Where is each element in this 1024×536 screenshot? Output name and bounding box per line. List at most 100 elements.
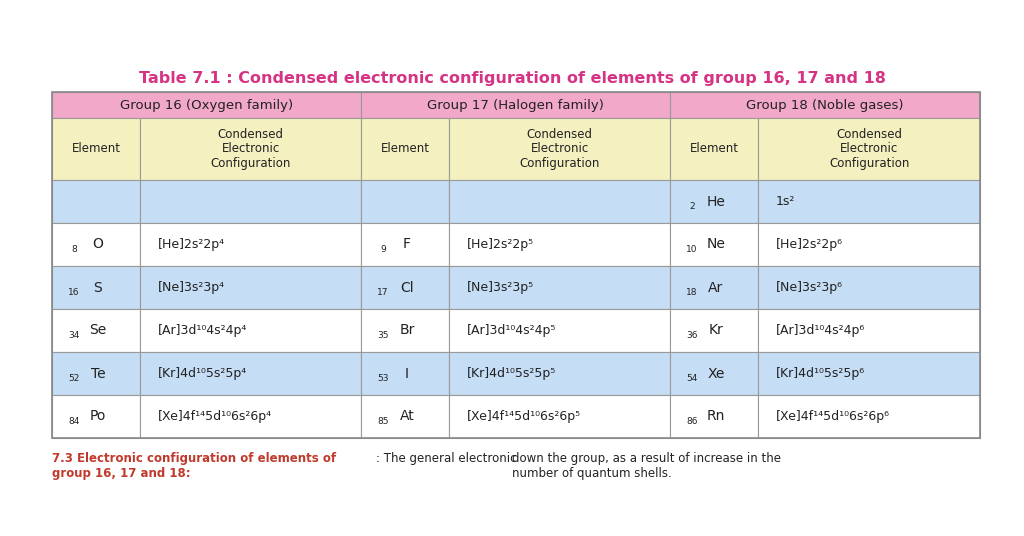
- Text: Group 16 (Oxygen family): Group 16 (Oxygen family): [120, 99, 293, 111]
- Text: 8: 8: [71, 245, 77, 254]
- Text: down the group, as a result of increase in the
number of quantum shells.: down the group, as a result of increase …: [512, 452, 781, 480]
- Bar: [450, 223, 670, 266]
- Text: Xe: Xe: [708, 367, 725, 381]
- Bar: [140, 118, 361, 180]
- Text: 16: 16: [69, 288, 80, 297]
- Bar: [450, 118, 670, 180]
- Text: 2: 2: [689, 202, 695, 211]
- Bar: [140, 266, 361, 309]
- Text: 1s²: 1s²: [776, 195, 796, 208]
- Text: Ne: Ne: [707, 237, 725, 251]
- Bar: [52, 352, 140, 395]
- Bar: [361, 92, 670, 118]
- Bar: [52, 92, 980, 438]
- Text: [Xe]4f¹⁴5d¹⁰6s²6p⁵: [Xe]4f¹⁴5d¹⁰6s²6p⁵: [467, 410, 581, 423]
- Text: 86: 86: [686, 417, 697, 426]
- Bar: [670, 266, 758, 309]
- Bar: [361, 180, 450, 223]
- Bar: [670, 118, 758, 180]
- Text: Po: Po: [90, 410, 106, 423]
- Bar: [450, 395, 670, 438]
- Bar: [52, 118, 140, 180]
- Bar: [52, 395, 140, 438]
- Text: Group 18 (Noble gases): Group 18 (Noble gases): [746, 99, 904, 111]
- Text: [He]2s²2p⁵: [He]2s²2p⁵: [467, 238, 534, 251]
- Text: 84: 84: [69, 417, 80, 426]
- Text: 10: 10: [686, 245, 697, 254]
- Text: 36: 36: [686, 331, 697, 340]
- Text: 7.3 Electronic configuration of elements of
group 16, 17 and 18:: 7.3 Electronic configuration of elements…: [52, 452, 336, 480]
- Text: Cl: Cl: [400, 280, 414, 294]
- Text: 53: 53: [377, 374, 389, 383]
- Text: 85: 85: [377, 417, 389, 426]
- Text: Rn: Rn: [707, 410, 725, 423]
- Text: Element: Element: [72, 143, 121, 155]
- Bar: [52, 309, 140, 352]
- Text: Condensed
Electronic
Configuration: Condensed Electronic Configuration: [210, 128, 291, 170]
- Bar: [450, 266, 670, 309]
- Text: Se: Se: [89, 324, 106, 338]
- Text: Br: Br: [399, 324, 415, 338]
- Bar: [758, 266, 980, 309]
- Text: 34: 34: [69, 331, 80, 340]
- Bar: [670, 309, 758, 352]
- Bar: [758, 395, 980, 438]
- Text: Element: Element: [381, 143, 430, 155]
- Text: 54: 54: [686, 374, 697, 383]
- Text: O: O: [92, 237, 103, 251]
- Text: [Ar]3d¹⁰4s²4p⁶: [Ar]3d¹⁰4s²4p⁶: [776, 324, 865, 337]
- Bar: [361, 223, 450, 266]
- Bar: [758, 118, 980, 180]
- Text: Condensed
Electronic
Configuration: Condensed Electronic Configuration: [519, 128, 600, 170]
- Text: [Ar]3d¹⁰4s²4p⁵: [Ar]3d¹⁰4s²4p⁵: [467, 324, 556, 337]
- Text: Group 17 (Halogen family): Group 17 (Halogen family): [427, 99, 604, 111]
- Text: Kr: Kr: [709, 324, 723, 338]
- Bar: [450, 352, 670, 395]
- Bar: [140, 223, 361, 266]
- Text: [Ne]3s²3p⁴: [Ne]3s²3p⁴: [158, 281, 225, 294]
- Text: Ar: Ar: [709, 280, 724, 294]
- Bar: [758, 223, 980, 266]
- Text: [Kr]4d¹⁰5s²5p⁶: [Kr]4d¹⁰5s²5p⁶: [776, 367, 865, 380]
- Bar: [361, 309, 450, 352]
- Bar: [52, 266, 140, 309]
- Bar: [450, 309, 670, 352]
- Bar: [361, 118, 450, 180]
- Bar: [758, 180, 980, 223]
- Text: 9: 9: [380, 245, 386, 254]
- Text: [Xe]4f¹⁴5d¹⁰6s²6p⁶: [Xe]4f¹⁴5d¹⁰6s²6p⁶: [776, 410, 890, 423]
- Bar: [140, 395, 361, 438]
- Bar: [670, 180, 758, 223]
- Bar: [52, 180, 140, 223]
- Text: [Ar]3d¹⁰4s²4p⁴: [Ar]3d¹⁰4s²4p⁴: [158, 324, 247, 337]
- Bar: [361, 352, 450, 395]
- Text: [Xe]4f¹⁴5d¹⁰6s²6p⁴: [Xe]4f¹⁴5d¹⁰6s²6p⁴: [158, 410, 272, 423]
- Bar: [361, 395, 450, 438]
- Bar: [361, 266, 450, 309]
- Text: I: I: [404, 367, 409, 381]
- Bar: [140, 352, 361, 395]
- Bar: [670, 223, 758, 266]
- Bar: [140, 309, 361, 352]
- Text: F: F: [402, 237, 411, 251]
- Bar: [670, 395, 758, 438]
- Bar: [758, 352, 980, 395]
- Text: : The general electronic: : The general electronic: [376, 452, 516, 465]
- Text: [He]2s²2p⁶: [He]2s²2p⁶: [776, 238, 843, 251]
- Text: Element: Element: [689, 143, 738, 155]
- Text: S: S: [93, 280, 102, 294]
- Bar: [670, 92, 980, 118]
- Bar: [450, 180, 670, 223]
- Bar: [670, 352, 758, 395]
- Text: [Ne]3s²3p⁶: [Ne]3s²3p⁶: [776, 281, 843, 294]
- Text: [Ne]3s²3p⁵: [Ne]3s²3p⁵: [467, 281, 534, 294]
- Text: Condensed
Electronic
Configuration: Condensed Electronic Configuration: [828, 128, 909, 170]
- Text: 35: 35: [377, 331, 389, 340]
- Text: 17: 17: [377, 288, 389, 297]
- Text: [He]2s²2p⁴: [He]2s²2p⁴: [158, 238, 225, 251]
- Text: He: He: [707, 195, 725, 209]
- Bar: [140, 180, 361, 223]
- Text: Te: Te: [90, 367, 105, 381]
- Text: [Kr]4d¹⁰5s²5p⁴: [Kr]4d¹⁰5s²5p⁴: [158, 367, 247, 380]
- Bar: [52, 92, 361, 118]
